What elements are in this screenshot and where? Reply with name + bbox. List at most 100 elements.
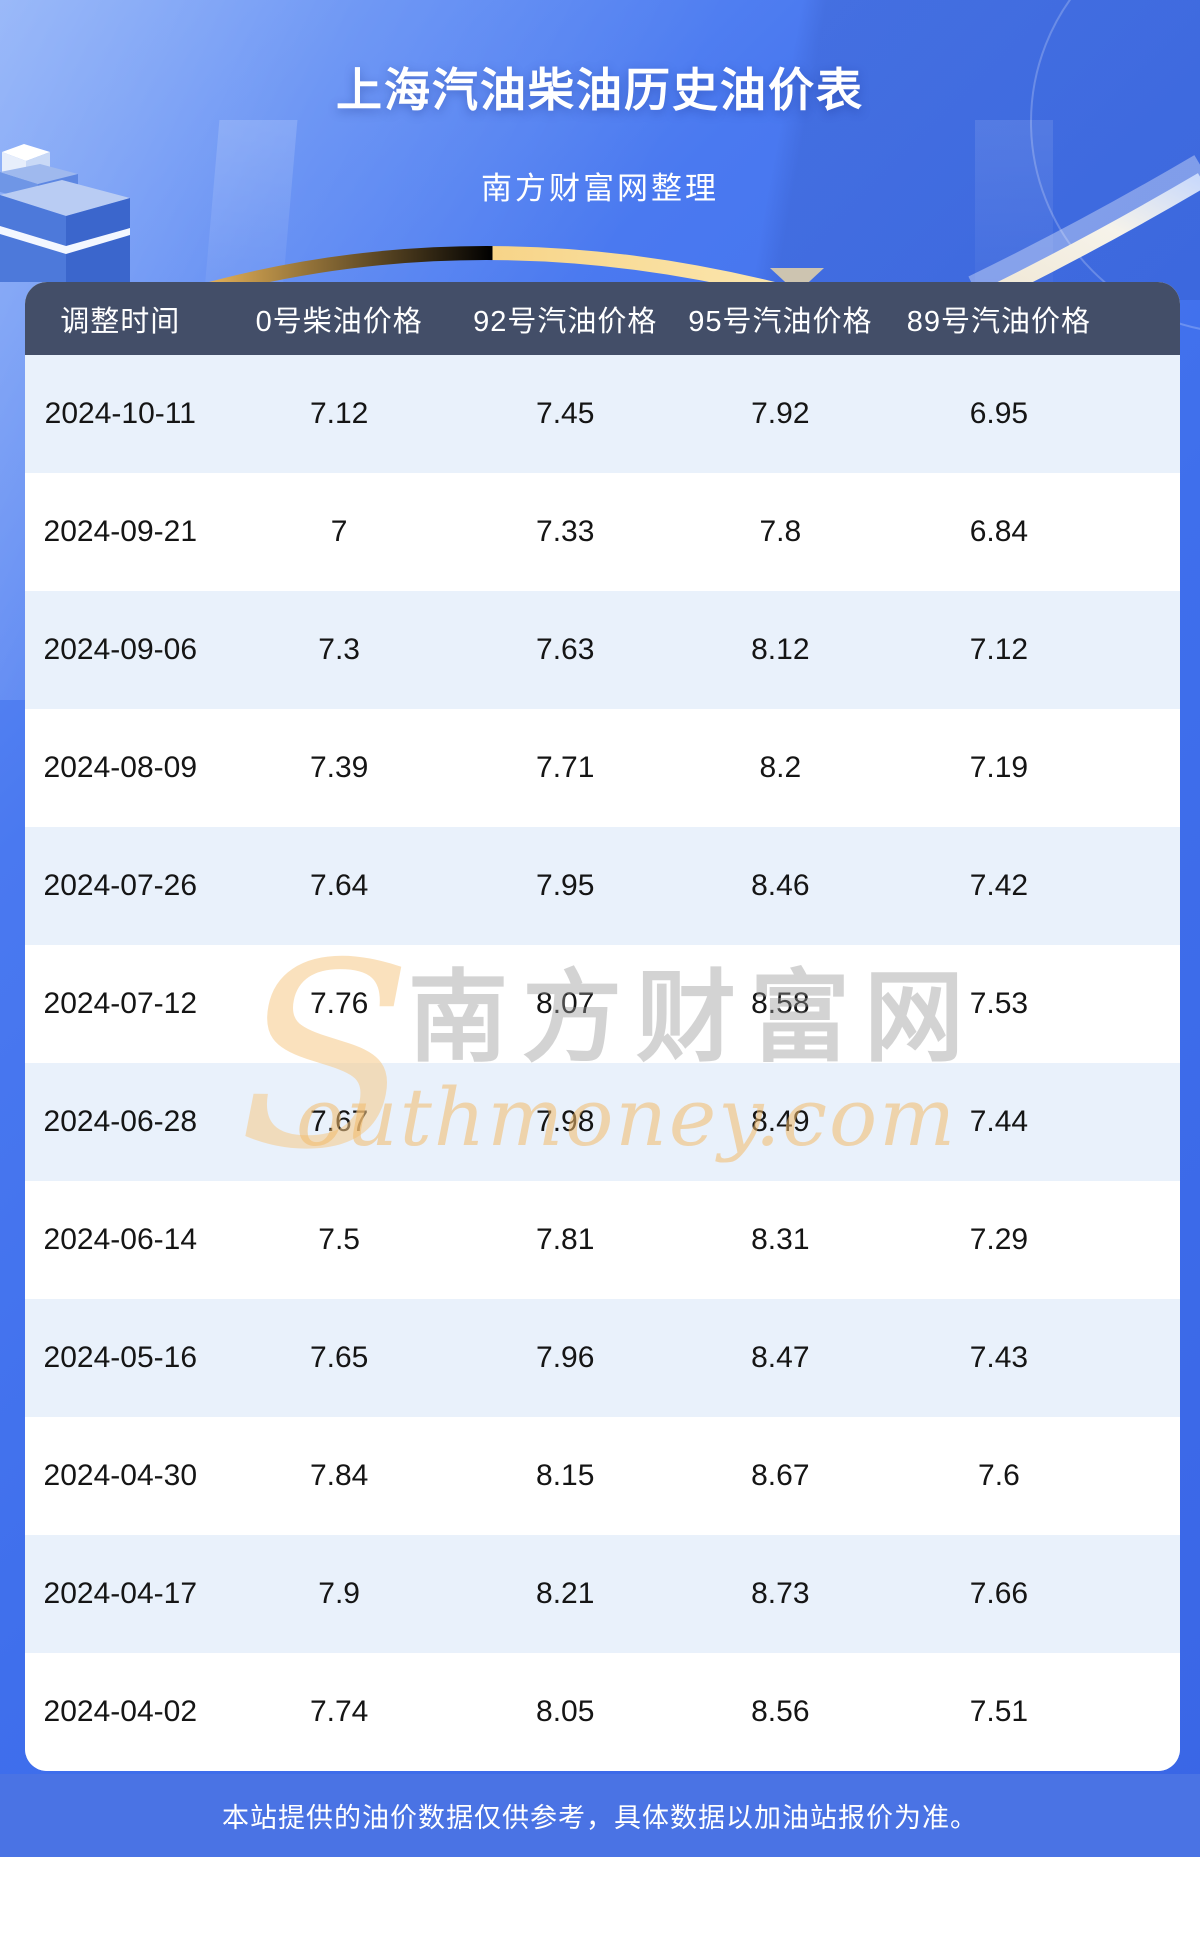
footer-disclaimer-band: 本站提供的油价数据仅供参考，具体数据以加油站报价为准。 [0, 1774, 1200, 1857]
table-row: 2024-06-14 7.5 7.81 8.31 7.29 [25, 1181, 1180, 1299]
price-cell: 8.15 [536, 1459, 595, 1492]
spacer-cell [1105, 591, 1180, 709]
price-cell: 8.46 [751, 869, 810, 902]
footer-disclaimer-text: 本站提供的油价数据仅供参考，具体数据以加油站报价为准。 [222, 1803, 978, 1833]
price-cell: 7 [330, 515, 348, 548]
price-cell: 7.96 [536, 1341, 595, 1374]
price-cell: 7.65 [309, 1341, 369, 1374]
shade-decoration [0, 0, 1200, 300]
glass-slab-decoration [975, 120, 1053, 288]
spacer-cell [1105, 1417, 1180, 1535]
price-cell: 7.8 [759, 515, 802, 548]
spacer-cell [1105, 1653, 1180, 1771]
price-cell: 7.67 [309, 1105, 369, 1138]
price-cell: 8.67 [751, 1459, 810, 1492]
date-cell: 2024-06-14 [43, 1223, 198, 1256]
spacer-cell [1105, 1299, 1180, 1417]
column-header: 89号汽油价格 [906, 305, 1092, 338]
price-cell: 7.76 [309, 987, 369, 1020]
price-cell: 7.51 [969, 1695, 1029, 1728]
buildings-illustration [0, 144, 130, 282]
date-cell: 2024-05-16 [43, 1341, 198, 1374]
price-cell: 7.19 [969, 751, 1029, 784]
price-table: 调整时间 0号柴油价格 92号汽油价格 95号汽油价格 89号汽油价格 2024-10-… [25, 282, 1180, 1771]
price-cell: 8.73 [751, 1577, 810, 1610]
price-cell: 7.66 [969, 1577, 1029, 1610]
table-row: 2024-08-09 7.39 7.71 8.2 7.19 [25, 709, 1180, 827]
spacer-cell [1105, 709, 1180, 827]
spacer-cell [1105, 282, 1180, 355]
column-header: 95号汽油价格 [688, 305, 873, 338]
price-cell: 8.47 [751, 1341, 810, 1374]
page-title: 上海汽油柴油历史油价表 [336, 64, 864, 116]
table-row: 2024-09-06 7.3 7.63 8.12 7.12 [25, 591, 1180, 709]
page-subtitle: 南方财富网整理 [481, 171, 719, 206]
price-cell: 7.12 [309, 397, 369, 430]
table-row: 2024-05-16 7.65 7.96 8.47 7.43 [25, 1299, 1180, 1417]
column-header: 92号汽油价格 [473, 305, 658, 338]
date-cell: 2024-07-26 [43, 869, 198, 902]
spacer-cell [1105, 827, 1180, 945]
table-header-row: 调整时间 0号柴油价格 92号汽油价格 95号汽油价格 89号汽油价格 [25, 282, 1180, 355]
date-cell: 2024-04-17 [43, 1577, 198, 1610]
price-cell: 7.45 [536, 397, 595, 430]
date-cell: 2024-10-11 [44, 397, 196, 430]
price-cell: 8.21 [536, 1577, 595, 1610]
price-table-grid: 调整时间 0号柴油价格 92号汽油价格 95号汽油价格 89号汽油价格 2024-10-… [25, 282, 1180, 1771]
spacer-cell [1105, 355, 1180, 473]
table-row: 2024-07-26 7.64 7.95 8.46 7.42 [25, 827, 1180, 945]
price-cell: 7.95 [536, 869, 595, 902]
price-cell: 7.74 [309, 1695, 369, 1728]
price-cell: 7.42 [969, 869, 1029, 902]
date-cell: 2024-07-12 [43, 987, 198, 1020]
spacer-cell [1105, 945, 1180, 1063]
price-cell: 7.9 [318, 1577, 360, 1610]
price-cell: 7.71 [536, 751, 595, 784]
table-row: 2024-07-12 7.76 8.07 8.58 7.53 [25, 945, 1180, 1063]
price-cell: 7.3 [318, 633, 360, 666]
price-cell: 8.12 [751, 633, 810, 666]
price-cell: 8.58 [751, 987, 810, 1020]
price-cell: 6.95 [969, 397, 1029, 430]
price-cell: 7.92 [751, 397, 810, 430]
table-row: 2024-04-17 7.9 8.21 8.73 7.66 [25, 1535, 1180, 1653]
price-cell: 7.29 [969, 1223, 1029, 1256]
date-cell: 2024-04-30 [43, 1459, 198, 1492]
price-cell: 8.56 [751, 1695, 810, 1728]
column-header: 0号柴油价格 [255, 305, 423, 338]
table-row: 2024-09-21 7 7.33 7.8 6.84 [25, 473, 1180, 591]
spacer-cell [1105, 1181, 1180, 1299]
price-cell: 7.84 [309, 1459, 369, 1492]
price-cell: 7.81 [536, 1223, 595, 1256]
column-header: 调整时间 [60, 305, 181, 338]
price-cell: 6.84 [969, 515, 1029, 548]
price-cell: 7.39 [309, 751, 369, 784]
price-cell: 8.49 [751, 1105, 810, 1138]
table-row: 2024-04-02 7.74 8.05 8.56 7.51 [25, 1653, 1180, 1771]
date-cell: 2024-08-09 [43, 751, 198, 784]
gold-arc-decoration [193, 246, 792, 295]
table-row: 2024-10-11 7.12 7.45 7.92 6.95 [25, 355, 1180, 473]
spacer-cell [1105, 1535, 1180, 1653]
date-cell: 2024-09-06 [43, 633, 198, 666]
price-cell: 8.07 [536, 987, 595, 1020]
spacer-cell [1105, 1063, 1180, 1181]
table-row: 2024-04-30 7.84 8.15 8.67 7.6 [25, 1417, 1180, 1535]
date-cell: 2024-09-21 [43, 515, 198, 548]
date-cell: 2024-04-02 [43, 1695, 198, 1728]
date-cell: 2024-06-28 [43, 1105, 198, 1138]
price-cell: 7.33 [536, 515, 595, 548]
price-cell: 7.44 [969, 1105, 1029, 1138]
price-cell: 7.5 [318, 1223, 360, 1256]
price-cell: 8.2 [759, 751, 802, 784]
price-cell: 8.31 [751, 1223, 810, 1256]
spacer-cell [1105, 473, 1180, 591]
price-cell: 7.98 [536, 1105, 595, 1138]
price-cell: 7.12 [969, 633, 1029, 666]
table-body: 2024-10-11 7.12 7.45 7.92 6.95 2024-09-21 7 7.3… [25, 355, 1180, 1771]
price-cell: 7.64 [309, 869, 369, 902]
price-cell: 7.6 [978, 1459, 1020, 1492]
table-row: 2024-06-28 7.67 7.98 8.49 7.44 [25, 1063, 1180, 1181]
price-cell: 8.05 [536, 1695, 595, 1728]
price-cell: 7.43 [969, 1341, 1029, 1374]
